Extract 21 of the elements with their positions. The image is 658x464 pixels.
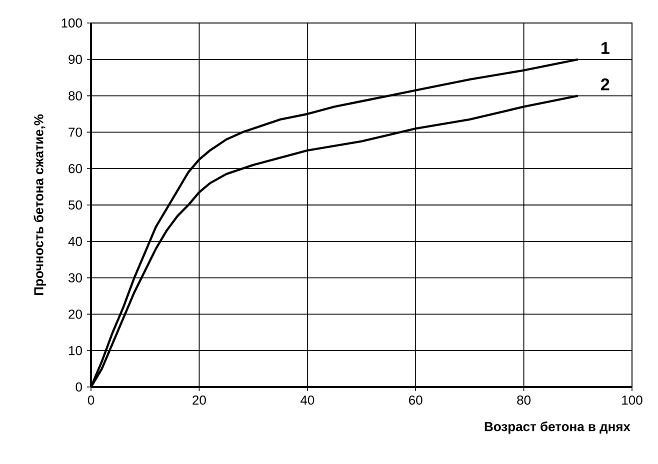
series-label: 1 <box>602 42 610 54</box>
y-tick-label: 20 <box>68 310 82 319</box>
y-tick-label: 80 <box>68 91 82 100</box>
x-tick-label: 0 <box>88 396 94 405</box>
x-tick-label: 80 <box>517 396 531 405</box>
y-axis-title: Прочность бетона сжатие,% <box>34 114 46 296</box>
series-label: 2 <box>601 78 610 90</box>
y-tick-label: 60 <box>68 164 82 174</box>
y-tick-label: 10 <box>69 346 82 356</box>
y-tick-label: 0 <box>76 382 82 392</box>
x-tick-label: 40 <box>300 396 314 405</box>
y-tick-label: 30 <box>68 273 82 282</box>
y-tick-label: 100 <box>62 18 82 28</box>
y-tick-label: 50 <box>68 200 82 210</box>
x-axis-title: Возраст бетона в днях <box>484 422 630 434</box>
x-tick-label: 20 <box>192 396 206 405</box>
y-tick-label: 90 <box>68 54 82 64</box>
y-tick-label: 40 <box>68 236 82 246</box>
y-tick-label: 70 <box>68 128 82 137</box>
x-tick-label: 100 <box>622 396 642 405</box>
x-tick-label: 60 <box>409 396 422 405</box>
